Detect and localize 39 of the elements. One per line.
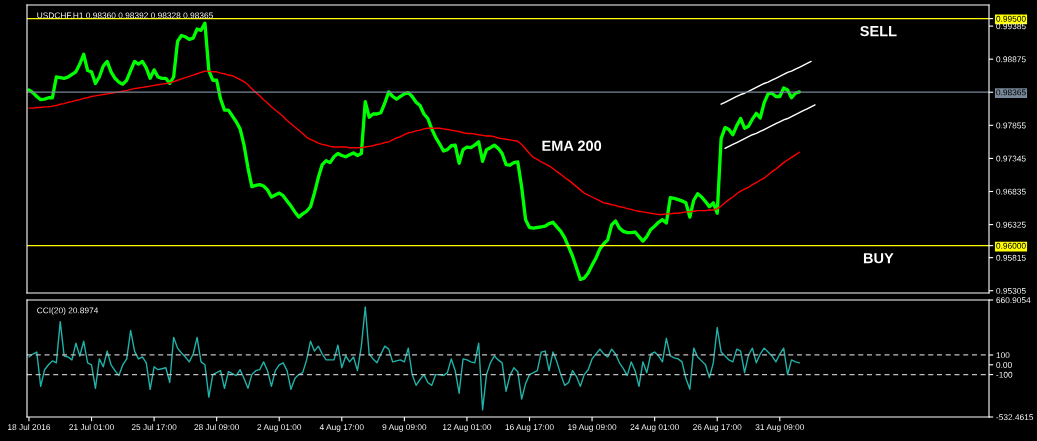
x-tick-label: 18 Jul 2016 xyxy=(8,423,51,431)
y-tick-label: 0.95305 xyxy=(996,287,1026,294)
ref-line-label: SELL xyxy=(860,25,897,37)
x-tick-label: 31 Aug 09:00 xyxy=(755,424,805,432)
y-tick-label: 0.95815 xyxy=(996,254,1026,261)
y-tick-label: 0.96325 xyxy=(996,221,1026,228)
line-series xyxy=(724,104,816,150)
x-tick-label: 2 Aug 01:00 xyxy=(257,424,302,432)
ref-line-label: BUY xyxy=(863,253,894,264)
x-tick-label: 19 Aug 09:00 xyxy=(568,424,617,432)
y-tick-label: 0.98365 xyxy=(996,89,1026,96)
y-tick-label: 0.97855 xyxy=(996,122,1026,129)
y-tick-label: 0.96000 xyxy=(996,242,1026,249)
y-tick-label: -532.4615 xyxy=(996,414,1034,421)
y-tick-label: 0.98875 xyxy=(996,56,1026,63)
x-tick-label: 16 Aug 17:00 xyxy=(505,424,554,432)
x-tick-label: 28 Jul 09:00 xyxy=(194,423,240,431)
y-tick-label: 0.97345 xyxy=(996,155,1026,162)
y-tick-label: 0.99385 xyxy=(996,23,1026,30)
line-series xyxy=(27,21,802,282)
x-tick-label: 4 Aug 17:00 xyxy=(319,424,364,432)
y-tick-label: 0.00 xyxy=(996,362,1012,368)
x-tick-label: 25 Jul 17:00 xyxy=(131,423,177,431)
text: USDCHF,H1 0.98360 0.98392 0.98328 0.98365 xyxy=(37,12,213,20)
line-series xyxy=(28,70,801,216)
y-tick-label: 0.99500 xyxy=(996,15,1026,22)
y-tick-label: 0.96835 xyxy=(996,188,1026,195)
x-tick-label: 24 Aug 01:00 xyxy=(630,424,679,432)
x-tick-label: 21 Jul 01:00 xyxy=(69,423,114,431)
line-series xyxy=(28,306,801,411)
x-tick-label: 26 Aug 17:00 xyxy=(693,424,742,432)
text: CCI(20) 20.8974 xyxy=(37,307,99,315)
x-tick-label: 12 Aug 01:00 xyxy=(443,424,492,432)
line-series xyxy=(720,60,812,105)
y-tick-label: -100 xyxy=(996,371,1013,378)
series-label: EMA 200 xyxy=(542,140,602,151)
x-tick-label: 9 Aug 09:00 xyxy=(382,424,427,432)
y-tick-label: 660.9054 xyxy=(996,297,1031,304)
y-tick-label: 100 xyxy=(996,352,1010,359)
